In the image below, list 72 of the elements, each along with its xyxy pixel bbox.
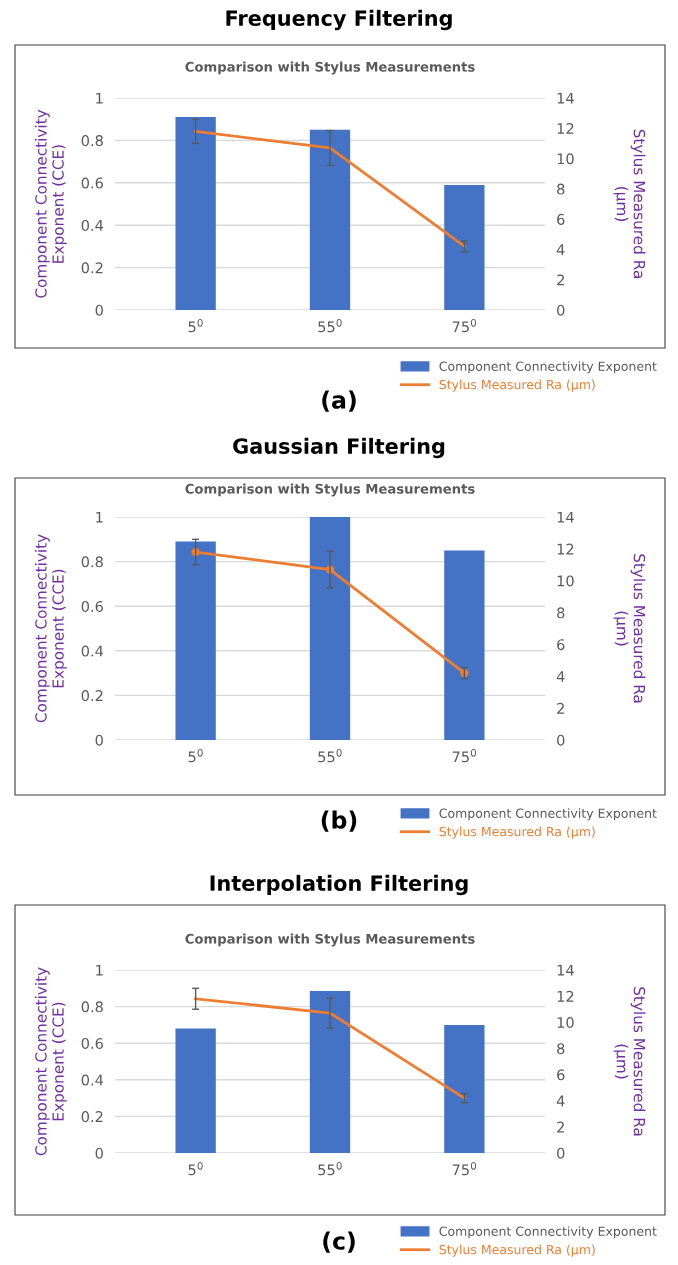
y-tick-label: 0.4 bbox=[81, 219, 104, 231]
y2-tick-label: 14 bbox=[557, 964, 574, 976]
y-tick-label: 1 bbox=[96, 511, 103, 523]
x-tick-label: 75$^{0}$ bbox=[452, 1161, 477, 1176]
y-axis-title: Component Connectivity Exponent (CCE) bbox=[34, 967, 67, 1156]
y2-tick-label: 2 bbox=[557, 1121, 564, 1133]
y2-axis-title: Stylus Measured Ra (μm) bbox=[613, 129, 646, 278]
y2-tick-label: 0 bbox=[557, 304, 565, 316]
y-tick-label: 0.2 bbox=[81, 262, 103, 274]
y2-tick-label: 4 bbox=[556, 1095, 565, 1107]
y-tick-label: 0 bbox=[95, 734, 103, 746]
chart-subtitle: Comparison with Stylus Measurements bbox=[185, 933, 475, 947]
x-tick-label: 5$^{0}$ bbox=[188, 748, 203, 763]
x-tick-label: 55$^{0}$ bbox=[318, 318, 342, 333]
legend-label: Component Connectivity Exponent bbox=[439, 361, 657, 374]
y-tick-label: 0.6 bbox=[81, 600, 103, 612]
chart-title: Frequency Filtering bbox=[226, 9, 452, 31]
y2-tick-label: 12 bbox=[557, 123, 574, 134]
x-tick-label: 55$^{0}$ bbox=[318, 1161, 342, 1176]
x-tick-label: 5$^{0}$ bbox=[188, 1161, 203, 1176]
y2-tick-label: 2 bbox=[557, 702, 564, 714]
y2-axis-title: Stylus Measured Ra (μm) bbox=[613, 987, 646, 1136]
y2-tick-label: 2 bbox=[557, 274, 564, 286]
legend-label: Stylus Measured Ra (μm) bbox=[439, 1244, 595, 1257]
y2-tick-label: 6 bbox=[557, 213, 565, 225]
legend-label: Stylus Measured Ra (μm) bbox=[439, 826, 595, 839]
y2-tick-label: 14 bbox=[557, 92, 574, 104]
legend-label: Component Connectivity Exponent bbox=[439, 808, 657, 821]
y-tick-label: 0 bbox=[95, 304, 103, 316]
y-tick-label: 0.2 bbox=[81, 1111, 103, 1123]
y2-tick-label: 4 bbox=[556, 671, 565, 682]
y-tick-label: 0 bbox=[95, 1147, 103, 1159]
y2-tick-label: 8 bbox=[557, 183, 565, 195]
x-tick-label: 5$^{0}$ bbox=[188, 318, 203, 333]
chart-title: Gaussian Filtering bbox=[233, 437, 445, 459]
legend-label: Component Connectivity Exponent bbox=[439, 1226, 657, 1239]
y2-tick-label: 8 bbox=[557, 1043, 565, 1055]
y2-tick-label: 0 bbox=[557, 734, 565, 746]
y-tick-label: 1 bbox=[96, 964, 103, 976]
text: (a) bbox=[322, 390, 356, 412]
text: (b) bbox=[321, 810, 357, 832]
text: (c) bbox=[323, 1231, 355, 1253]
y2-tick-label: 10 bbox=[557, 1017, 574, 1029]
y2-tick-label: 10 bbox=[557, 575, 574, 587]
y2-tick-label: 0 bbox=[557, 1147, 565, 1159]
x-tick-label: 75$^{0}$ bbox=[452, 748, 477, 763]
chart-title: Interpolation Filtering bbox=[210, 874, 468, 896]
y-tick-label: 0.6 bbox=[81, 177, 103, 189]
y2-tick-label: 14 bbox=[557, 511, 574, 523]
y-tick-label: 0.2 bbox=[81, 690, 103, 702]
y2-tick-label: 4 bbox=[556, 244, 565, 255]
x-tick-label: 55$^{0}$ bbox=[318, 748, 342, 763]
x-tick-label: 75$^{0}$ bbox=[452, 318, 477, 333]
y2-tick-label: 8 bbox=[557, 607, 565, 619]
chart-subtitle: Comparison with Stylus Measurements bbox=[185, 483, 475, 497]
y2-tick-label: 6 bbox=[557, 639, 565, 651]
chart-subtitle: Comparison with Stylus Measurements bbox=[185, 61, 475, 75]
y-tick-label: 0.6 bbox=[81, 1037, 103, 1049]
y-axis-title: Component Connectivity Exponent (CCE) bbox=[34, 534, 67, 723]
y-tick-label: 1 bbox=[96, 92, 103, 104]
y-tick-label: 0.4 bbox=[81, 1074, 104, 1086]
y2-tick-label: 10 bbox=[557, 153, 574, 165]
y-tick-label: 0.4 bbox=[81, 645, 104, 657]
y-tick-label: 0.8 bbox=[81, 556, 103, 568]
y2-axis-title: Stylus Measured Ra (μm) bbox=[613, 554, 646, 703]
y2-tick-label: 12 bbox=[557, 990, 574, 1002]
y-axis-title: Component Connectivity Exponent (CCE) bbox=[34, 109, 67, 298]
y-tick-label: 0.8 bbox=[81, 1001, 103, 1013]
y-tick-label: 0.8 bbox=[81, 135, 103, 147]
y2-tick-label: 12 bbox=[557, 543, 574, 555]
legend-label: Stylus Measured Ra (μm) bbox=[439, 379, 595, 392]
y2-tick-label: 6 bbox=[557, 1069, 565, 1081]
